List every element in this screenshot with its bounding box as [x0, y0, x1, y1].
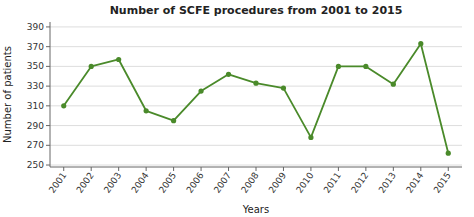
x-tick-label: 2010	[294, 170, 315, 195]
x-tick	[63, 167, 64, 171]
point	[418, 41, 423, 46]
x-tick-label: 2009	[267, 170, 288, 195]
point	[198, 88, 203, 93]
y-tick	[46, 165, 50, 166]
x-tick	[393, 167, 394, 171]
point	[61, 103, 66, 108]
x-tick	[365, 167, 366, 171]
x-tick-label: 2006	[184, 170, 205, 195]
x-tick-label: 2013	[377, 170, 398, 194]
point	[171, 118, 176, 123]
line	[64, 44, 449, 153]
grid-line	[50, 105, 462, 106]
x-tick	[228, 167, 229, 171]
point	[144, 108, 149, 113]
x-tick	[420, 167, 421, 171]
title: Number of SCFE procedures from 2001 to 2…	[110, 4, 403, 17]
x-tick	[310, 167, 311, 171]
y-tick	[46, 125, 50, 126]
y-tick	[46, 145, 50, 146]
x-tick	[283, 167, 284, 171]
x-tick	[146, 167, 147, 171]
y-axis	[50, 22, 51, 167]
y-tick-label: 350	[27, 61, 44, 71]
y-tick-label: 370	[27, 42, 44, 52]
chart: 250 270 290 310 330 350 370 390 2001 2002 2003 2004…	[0, 0, 474, 217]
point	[446, 151, 451, 156]
grid-line	[50, 145, 462, 146]
y-tick-label: 270	[27, 140, 44, 150]
x-tick-label: 2002	[75, 170, 96, 194]
x-tick-label: 2004	[129, 170, 150, 195]
x-tick	[201, 167, 202, 171]
point	[363, 64, 368, 69]
point	[391, 82, 396, 87]
grid-line	[50, 26, 462, 27]
grid-line	[50, 86, 462, 87]
x-tick-label: 2011	[322, 170, 343, 194]
y-tick-label: 330	[27, 81, 44, 91]
x-tick-label: 2012	[349, 170, 370, 194]
y-tick-label: 390	[27, 22, 44, 32]
x-tick-label: 2001	[47, 170, 68, 194]
y-tick	[46, 86, 50, 87]
y-tick	[46, 66, 50, 67]
x-tick	[118, 167, 119, 171]
y-tick-label: 310	[27, 101, 44, 111]
y-axis-label: Number of patients	[2, 46, 13, 143]
point	[336, 64, 341, 69]
grid-line	[50, 46, 462, 47]
grid-line	[50, 66, 462, 67]
point	[89, 64, 94, 69]
y-tick	[46, 46, 50, 47]
point	[253, 81, 258, 86]
y-tick	[46, 26, 50, 27]
x-axis	[50, 167, 462, 168]
point	[281, 85, 286, 90]
grid-line	[50, 125, 462, 126]
x-tick-label: 2007	[212, 170, 233, 194]
grid-line	[50, 165, 462, 166]
y-tick-label: 250	[27, 160, 44, 170]
x-tick	[256, 167, 257, 171]
y-tick-label: 290	[27, 121, 44, 131]
x-tick	[448, 167, 449, 171]
y-tick	[46, 105, 50, 106]
point	[116, 57, 121, 62]
point	[226, 72, 231, 77]
x-tick-label: 2008	[239, 170, 260, 195]
x-tick	[91, 167, 92, 171]
x-axis-label: Years	[242, 204, 269, 215]
x-tick	[173, 167, 174, 171]
x-tick-label: 2014	[404, 170, 425, 195]
point	[308, 135, 313, 140]
x-tick-label: 2015	[432, 170, 453, 194]
x-tick-label: 2003	[102, 170, 123, 194]
x-tick	[338, 167, 339, 171]
x-tick-label: 2005	[157, 170, 178, 194]
plot-area	[61, 41, 451, 156]
